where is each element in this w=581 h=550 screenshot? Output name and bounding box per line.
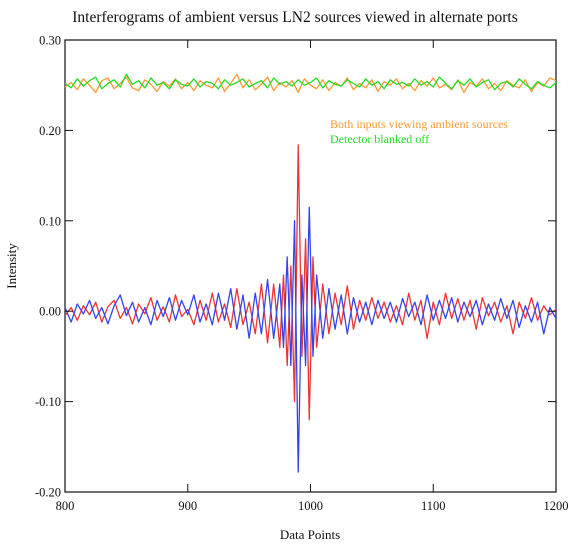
x-tick-label: 800: [56, 499, 75, 513]
y-tick-label: 0.20: [39, 124, 61, 138]
x-axis: 800 900 1000 1100 1200: [56, 40, 569, 513]
y-tick-label: 0.30: [39, 34, 61, 48]
legend: Both inputs viewing ambient sourcesDetec…: [330, 117, 508, 146]
legend-entry: Detector blanked off: [330, 132, 429, 146]
plot-area: [64, 39, 557, 493]
x-tick-label: 1200: [544, 499, 569, 513]
y-axis: -0.20 -0.10 0.00 0.10 0.20 0.30: [35, 34, 556, 500]
y-tick-label: -0.10: [35, 395, 61, 409]
x-tick-label: 1100: [421, 499, 446, 513]
y-tick-label: -0.20: [35, 486, 61, 500]
chart-title: Interferograms of ambient versus LN2 sou…: [72, 9, 517, 26]
y-tick-label: 0.00: [39, 305, 61, 319]
legend-entry: Both inputs viewing ambient sources: [330, 117, 508, 131]
series-line-3: [64, 206, 557, 473]
y-tick-label: 0.10: [39, 214, 61, 228]
x-axis-label: Data Points: [280, 527, 340, 542]
x-tick-label: 1000: [298, 499, 323, 513]
series-group: [64, 73, 557, 473]
series-line-1: [64, 73, 557, 91]
series-line-0: [64, 73, 557, 94]
y-axis-label: Intensity: [4, 243, 19, 289]
x-tick-label: 900: [178, 499, 197, 513]
series-line-2: [64, 144, 557, 421]
